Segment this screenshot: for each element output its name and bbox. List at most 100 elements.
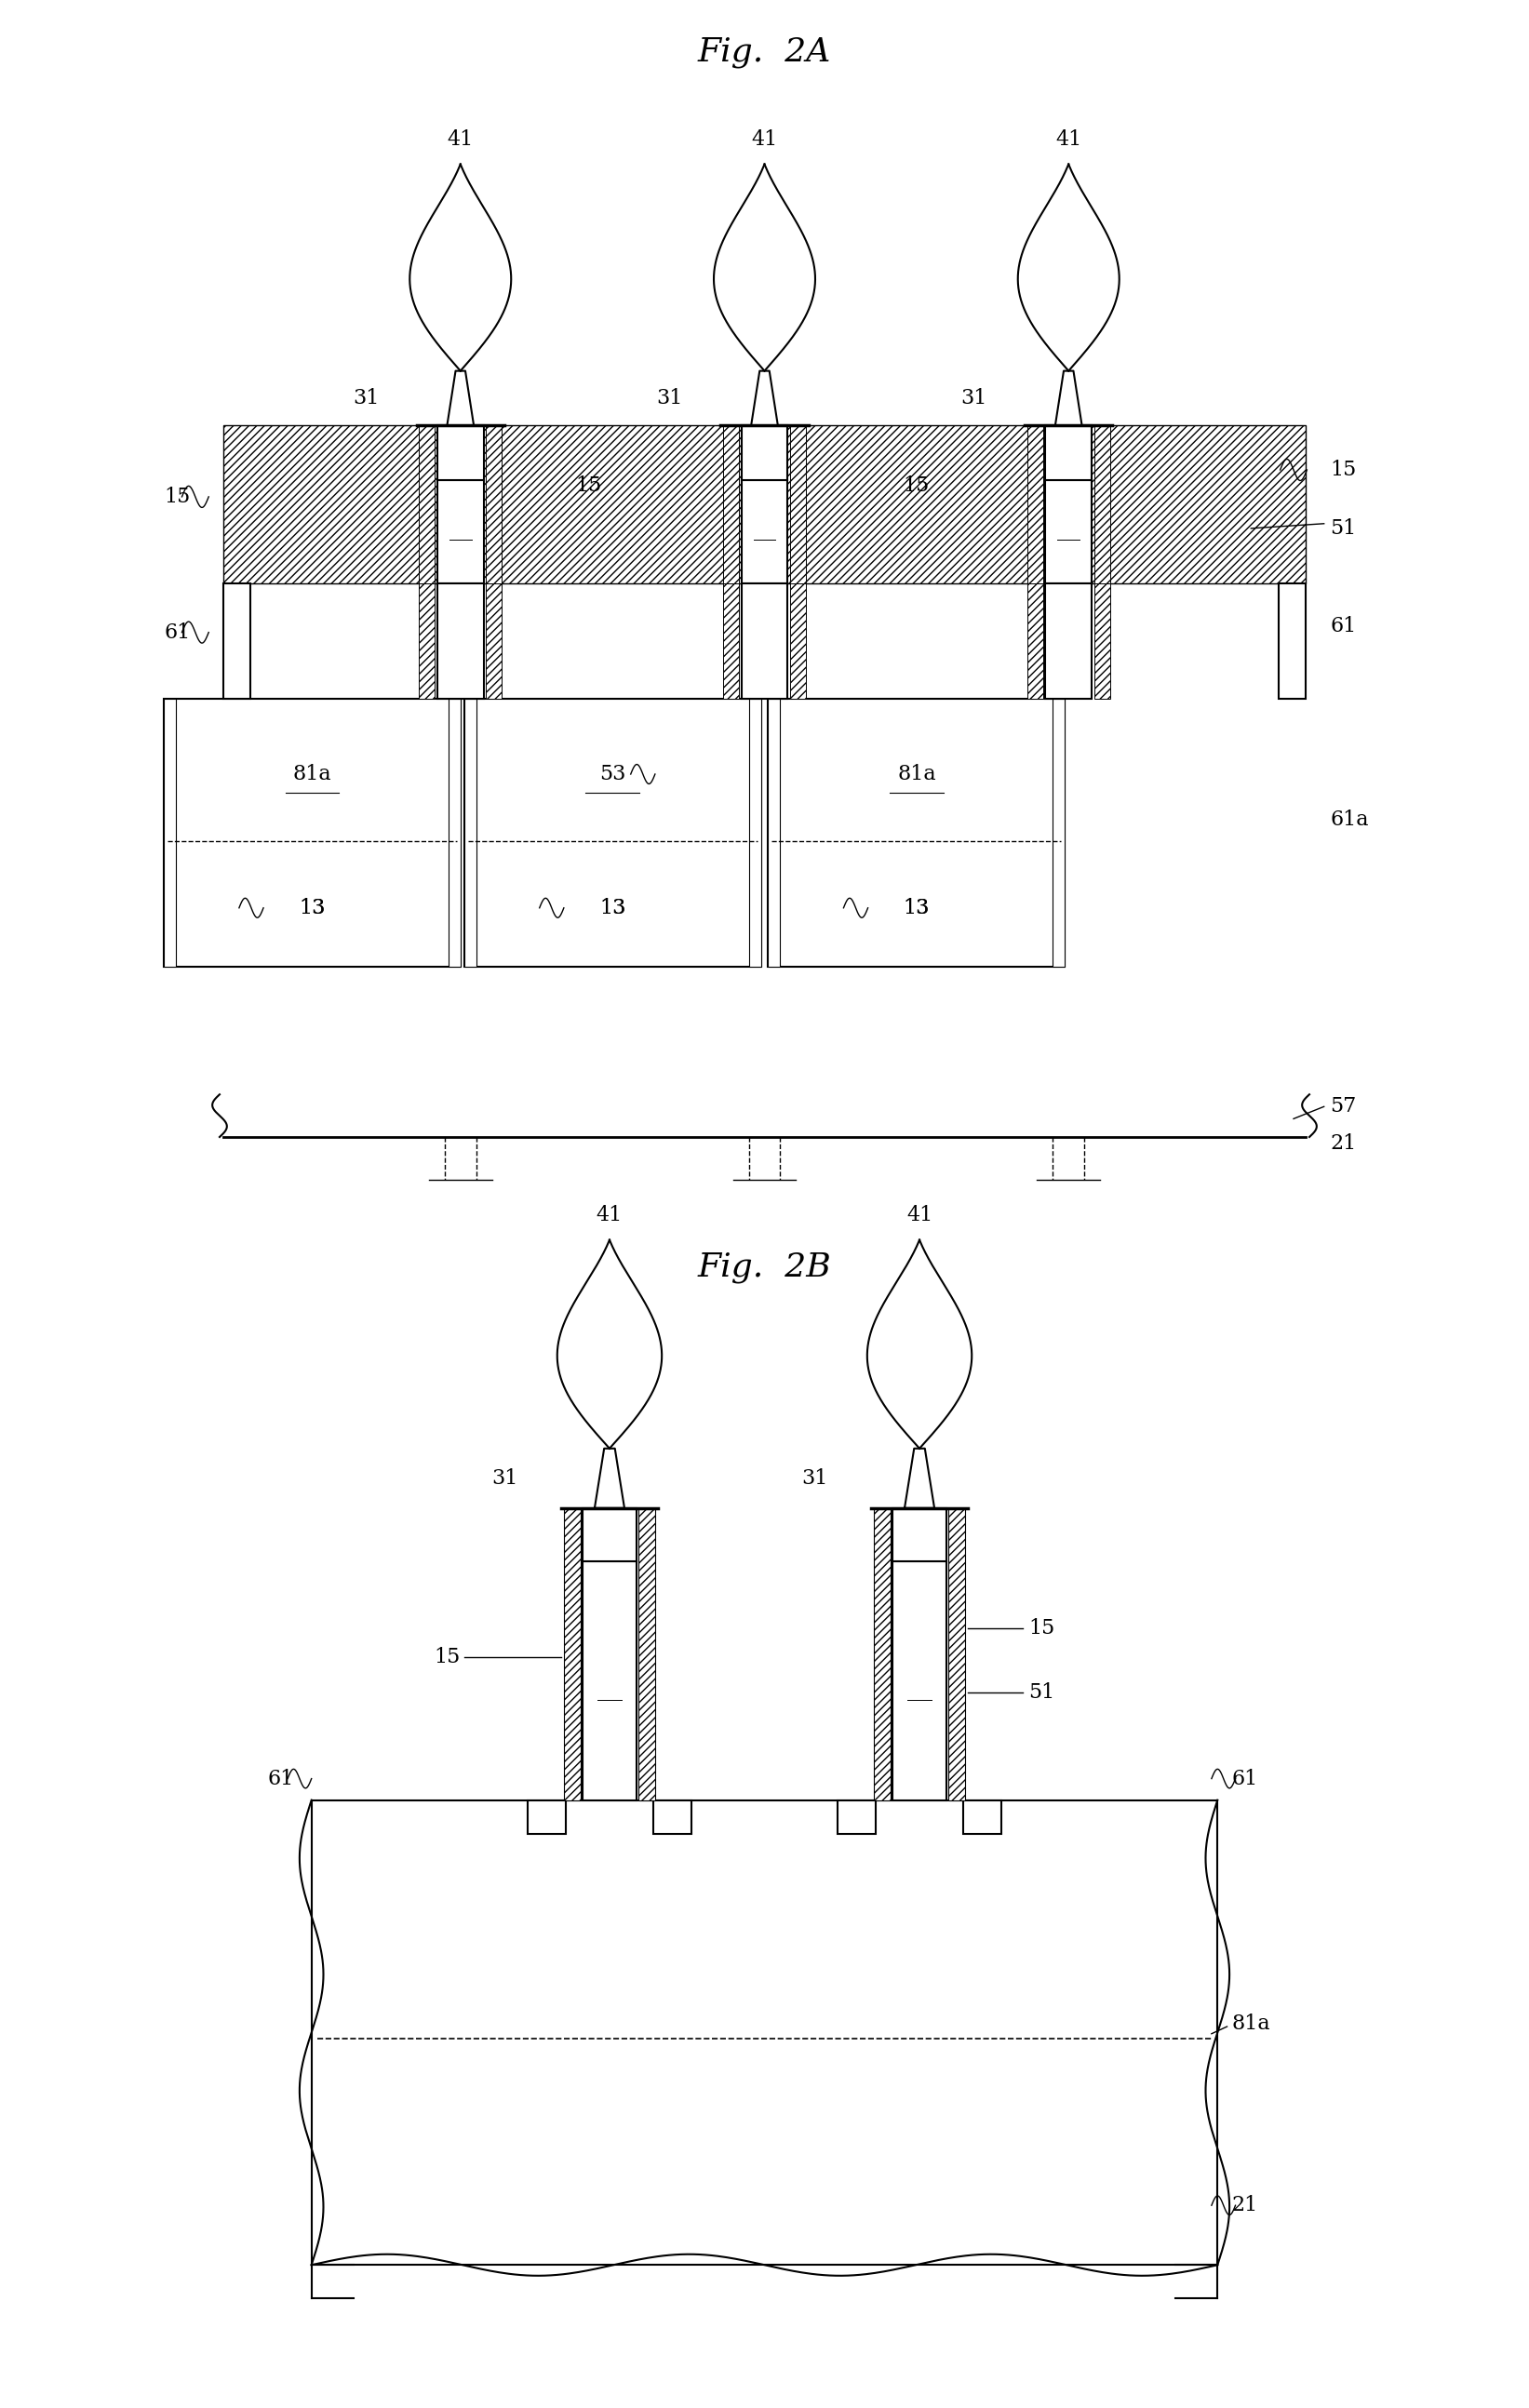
- Polygon shape: [1018, 164, 1119, 371]
- Bar: [465, 698, 476, 966]
- Bar: [1278, 583, 1306, 698]
- Bar: [838, 1801, 876, 1832]
- Bar: [1095, 583, 1110, 698]
- Text: 11: 11: [1058, 523, 1079, 539]
- Polygon shape: [410, 164, 511, 371]
- Text: 31: 31: [960, 388, 988, 409]
- Text: 11: 11: [908, 1669, 930, 1686]
- Bar: [448, 698, 460, 966]
- Text: 15: 15: [575, 474, 601, 496]
- Bar: [1053, 698, 1064, 966]
- Text: 13: 13: [298, 898, 326, 917]
- Text: 21: 21: [1330, 1132, 1356, 1153]
- Bar: [723, 426, 739, 583]
- Text: 83: 83: [451, 445, 471, 460]
- Bar: [742, 583, 787, 698]
- Bar: [1046, 583, 1092, 698]
- Text: 41: 41: [751, 130, 778, 149]
- Text: 31: 31: [353, 388, 379, 409]
- Text: 61a: 61a: [1330, 809, 1368, 831]
- Bar: [963, 1801, 1001, 1832]
- Bar: [742, 479, 787, 583]
- Bar: [583, 1563, 636, 1801]
- Polygon shape: [557, 1240, 662, 1450]
- Text: 13: 13: [904, 898, 930, 917]
- Text: 81a: 81a: [898, 763, 936, 785]
- Text: 41: 41: [448, 130, 474, 149]
- Text: 31: 31: [492, 1469, 518, 1488]
- Text: Fig.  2A: Fig. 2A: [697, 36, 832, 67]
- Text: 83: 83: [599, 1527, 619, 1544]
- Polygon shape: [1055, 371, 1083, 426]
- Bar: [419, 426, 434, 583]
- Bar: [223, 426, 1306, 583]
- Text: 13: 13: [599, 898, 625, 917]
- Text: 61: 61: [1232, 1767, 1258, 1789]
- Text: 61: 61: [1330, 616, 1356, 636]
- Bar: [1027, 583, 1043, 698]
- Bar: [948, 1507, 965, 1801]
- Text: 57: 57: [1330, 1096, 1356, 1117]
- Bar: [893, 1507, 946, 1563]
- Bar: [790, 583, 806, 698]
- Bar: [1046, 479, 1092, 583]
- Text: 15: 15: [1330, 460, 1356, 479]
- Bar: [768, 698, 780, 966]
- Text: 13: 13: [599, 898, 625, 917]
- Text: 15: 15: [904, 474, 930, 496]
- Bar: [583, 1507, 636, 1563]
- Polygon shape: [905, 1450, 934, 1507]
- Bar: [419, 583, 434, 698]
- Text: 53: 53: [599, 763, 625, 785]
- Polygon shape: [446, 371, 474, 426]
- Bar: [437, 583, 483, 698]
- Text: 81a: 81a: [292, 763, 332, 785]
- Text: 21: 21: [1232, 2196, 1258, 2215]
- Bar: [749, 698, 761, 966]
- Bar: [790, 426, 806, 583]
- Text: 11: 11: [599, 1669, 621, 1686]
- Text: 13: 13: [904, 898, 930, 917]
- Bar: [653, 1801, 691, 1832]
- Polygon shape: [714, 164, 815, 371]
- Bar: [437, 479, 483, 583]
- Polygon shape: [595, 1450, 624, 1507]
- Text: 15: 15: [164, 486, 191, 508]
- Text: 61: 61: [268, 1767, 294, 1789]
- Bar: [437, 426, 483, 479]
- Text: 11: 11: [450, 523, 471, 539]
- Bar: [223, 583, 251, 698]
- Bar: [164, 698, 460, 966]
- Bar: [768, 698, 1064, 966]
- Polygon shape: [751, 371, 778, 426]
- Bar: [312, 1801, 1217, 2266]
- Text: 41: 41: [1055, 130, 1081, 149]
- Bar: [564, 1507, 581, 1801]
- Text: 83: 83: [755, 445, 774, 460]
- Polygon shape: [867, 1240, 972, 1450]
- Bar: [893, 1563, 946, 1801]
- Text: 31: 31: [801, 1469, 829, 1488]
- Bar: [465, 698, 761, 966]
- Text: 41: 41: [596, 1204, 622, 1226]
- Bar: [639, 1507, 656, 1801]
- Bar: [742, 426, 787, 479]
- Text: 15: 15: [434, 1647, 460, 1666]
- Bar: [528, 1801, 566, 1832]
- Text: 83: 83: [1058, 445, 1078, 460]
- Bar: [486, 583, 502, 698]
- Bar: [873, 1507, 890, 1801]
- Text: 13: 13: [298, 898, 326, 917]
- Text: 83: 83: [910, 1527, 930, 1544]
- Text: 11: 11: [754, 523, 775, 539]
- Bar: [164, 698, 176, 966]
- Bar: [1046, 426, 1092, 479]
- Text: 61: 61: [164, 621, 191, 643]
- Text: 81a: 81a: [1232, 2013, 1271, 2035]
- Bar: [486, 426, 502, 583]
- Bar: [1095, 426, 1110, 583]
- Text: 51: 51: [1330, 518, 1356, 539]
- Text: 41: 41: [907, 1204, 933, 1226]
- Text: 51: 51: [1029, 1683, 1055, 1702]
- Text: 15: 15: [1029, 1618, 1055, 1640]
